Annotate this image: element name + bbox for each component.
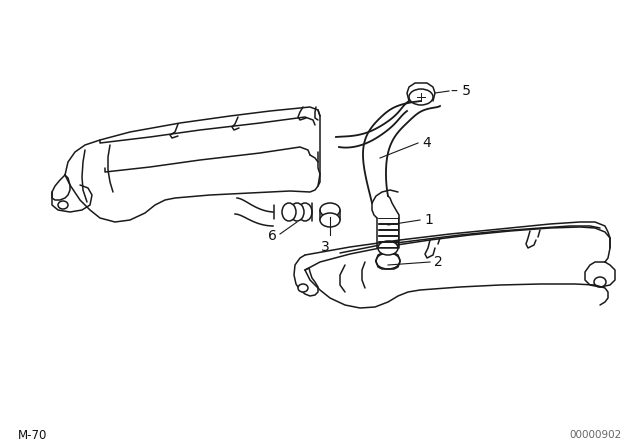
Text: 6: 6 (268, 229, 277, 243)
Ellipse shape (282, 203, 296, 221)
Ellipse shape (378, 241, 398, 255)
Ellipse shape (298, 284, 308, 292)
Ellipse shape (409, 89, 433, 105)
Ellipse shape (376, 253, 400, 269)
Ellipse shape (290, 203, 304, 221)
Text: – 5: – 5 (451, 84, 471, 98)
Text: 3: 3 (321, 240, 330, 254)
Ellipse shape (594, 277, 606, 287)
Text: 2: 2 (434, 255, 443, 269)
Ellipse shape (320, 203, 340, 217)
Text: 4: 4 (422, 136, 431, 150)
Ellipse shape (298, 203, 312, 221)
Text: 00000902: 00000902 (570, 430, 622, 440)
Ellipse shape (58, 201, 68, 209)
Text: 1: 1 (424, 213, 433, 227)
Text: M-70: M-70 (18, 428, 47, 441)
Ellipse shape (320, 213, 340, 227)
